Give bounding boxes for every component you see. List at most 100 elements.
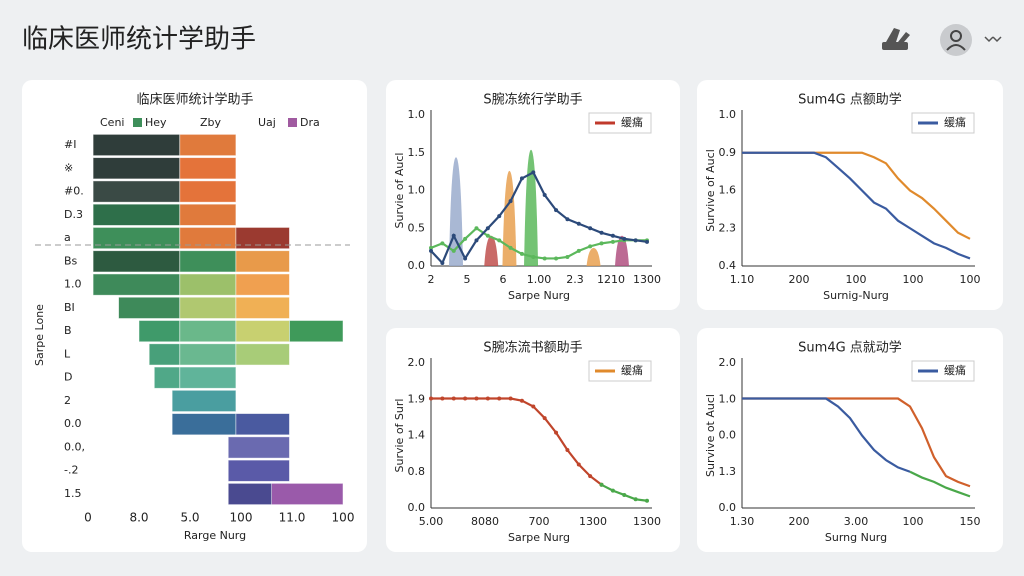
bar-segment	[92, 227, 181, 250]
x-tick-label: 11.0	[279, 511, 306, 525]
panel-title: S腕冻流书额助手	[483, 340, 582, 356]
y-tick-label: 0.0	[719, 429, 737, 442]
y-tick-label: 1.0	[408, 184, 426, 197]
x-tick-label: 1300	[633, 515, 661, 528]
line	[742, 151, 971, 260]
bar-segment	[235, 413, 290, 436]
x-tick-label: 100	[960, 273, 981, 286]
point	[554, 430, 559, 435]
legend-label: Zby	[200, 116, 222, 129]
row-label: #0.	[64, 185, 84, 198]
point	[554, 256, 559, 261]
legend-box	[588, 360, 652, 382]
point	[451, 248, 456, 253]
y-tick-label: 0.8	[408, 465, 426, 478]
row-label: #I	[64, 138, 76, 151]
bar-segment	[179, 273, 237, 296]
panel-title: S腕冻统行学助手	[483, 92, 582, 108]
point	[440, 241, 445, 246]
x-tick-label: 100	[332, 511, 355, 525]
bar-segment	[289, 320, 344, 343]
bar-segment	[92, 157, 181, 180]
legend-label: Uaj	[258, 116, 276, 129]
y-axis-label: Survie of Surl	[393, 399, 406, 473]
point	[485, 396, 490, 401]
point	[576, 248, 581, 253]
x-tick-label: 5.0	[180, 511, 199, 525]
bar-segment	[235, 296, 290, 319]
point	[463, 236, 468, 241]
x-tick-label: 5.00	[419, 515, 444, 528]
bar-segment	[179, 180, 237, 203]
bar-segment	[235, 227, 290, 250]
legend-label: 缓痛	[621, 363, 643, 377]
row-label: 0.0	[64, 417, 82, 430]
bar-segment	[92, 273, 181, 296]
y-tick-label: 0.0	[408, 259, 426, 272]
point	[599, 230, 604, 235]
x-axis-label: Sarpe Nurg	[508, 289, 570, 302]
point	[463, 256, 468, 261]
x-tick-label: 100	[846, 273, 867, 286]
x-tick-label: 1210	[597, 273, 625, 286]
tools-icon[interactable]	[882, 28, 910, 50]
x-tick-label: 2.3	[566, 273, 584, 286]
legend-box	[911, 360, 975, 382]
row-label: D.3	[64, 208, 83, 221]
bar-segment	[179, 203, 237, 226]
point	[508, 199, 513, 204]
point	[588, 244, 593, 249]
bar-segment	[92, 180, 181, 203]
bar-segment	[235, 343, 290, 366]
x-tick-label: 1300	[633, 273, 661, 286]
y-tick-label: 2.0	[719, 356, 737, 369]
legend-label: Ceni	[100, 116, 124, 129]
bar-segment	[179, 320, 237, 343]
bar-segment	[92, 133, 181, 157]
point	[429, 248, 433, 253]
point	[429, 396, 433, 401]
panel-title: 临床医师统计学助手	[136, 92, 253, 108]
x-tick-label: 6	[500, 273, 507, 286]
x-axis-label: Sarpe Nurg	[508, 531, 570, 544]
y-tick-label: 1.6	[719, 184, 737, 197]
point	[497, 214, 502, 219]
point	[554, 208, 559, 213]
x-tick-label: 100	[230, 511, 253, 525]
x-axis-label: Surnig-Nurg	[823, 289, 889, 302]
spike	[484, 235, 499, 266]
y-tick-label: 0.0	[719, 501, 737, 514]
icon-part	[886, 28, 910, 42]
user-avatar[interactable]	[940, 24, 972, 56]
y-tick-label: 1.0	[719, 392, 737, 405]
legend-box	[911, 112, 975, 134]
bar-segment	[179, 366, 237, 389]
x-tick-label: 150	[960, 515, 981, 528]
point	[474, 238, 479, 243]
x-tick-label: 200	[789, 273, 810, 286]
point	[531, 254, 536, 259]
point	[440, 260, 445, 265]
point	[588, 226, 593, 231]
avatar-body	[946, 44, 966, 51]
point	[485, 233, 490, 238]
y-tick-label: 0.9	[719, 146, 737, 159]
menu-chevron[interactable]	[992, 36, 1002, 43]
bar-segment	[179, 133, 237, 157]
x-tick-label: 1.00	[527, 273, 552, 286]
x-tick-label: 8080	[471, 515, 499, 528]
y-axis-label: Survive of Aucl	[704, 149, 717, 232]
point	[610, 233, 615, 238]
y-tick-label: 0.5	[408, 221, 426, 234]
spike	[614, 235, 629, 266]
bar-segment	[92, 250, 181, 273]
bar-segment	[92, 203, 181, 226]
y-axis-label: Survie of Aucl	[393, 152, 406, 228]
x-axis-label: Surng Nurg	[825, 531, 887, 544]
row-label: BI	[64, 301, 75, 314]
bar-segment	[148, 343, 181, 366]
point	[485, 226, 490, 231]
x-tick-label: 8.0	[129, 511, 148, 525]
menu-chevron[interactable]	[984, 36, 994, 43]
